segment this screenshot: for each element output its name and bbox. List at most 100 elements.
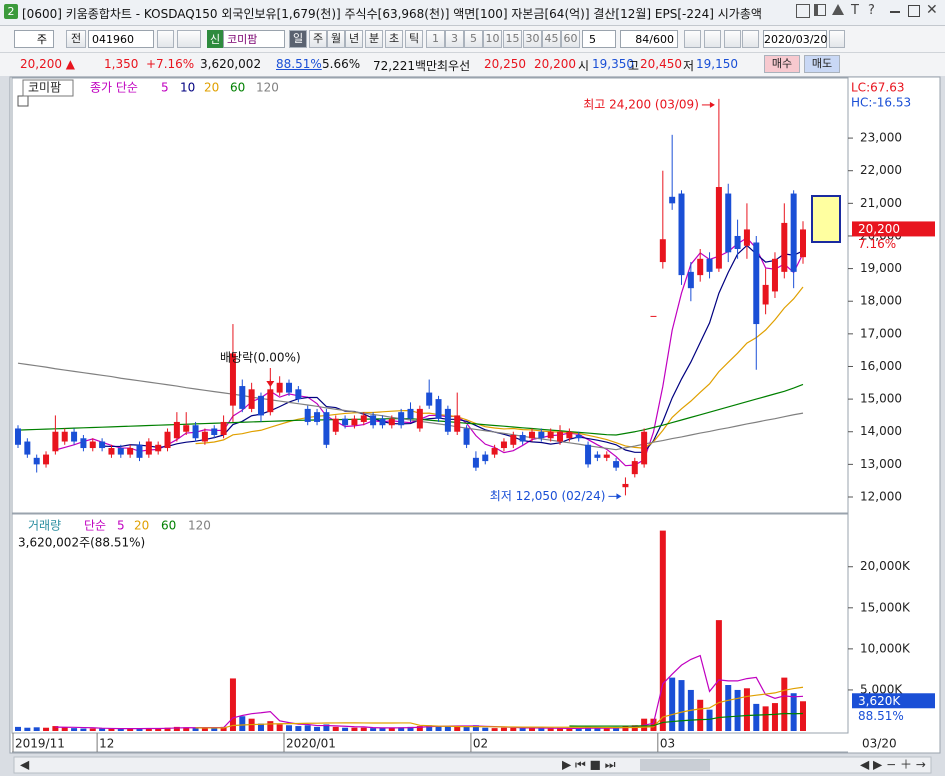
tool-button[interactable] — [742, 30, 759, 48]
ma-line — [195, 286, 804, 449]
code-input[interactable]: 041960 — [88, 30, 154, 48]
stock-name: 코미팜 — [28, 81, 61, 95]
volume-bar — [71, 728, 78, 731]
candle-body — [248, 389, 255, 409]
volume-title: 거래량 — [28, 519, 61, 533]
candle-body — [89, 441, 96, 449]
quote-best-ask: 20,250 — [484, 57, 526, 71]
volume-bar — [706, 709, 713, 731]
interval-button[interactable]: 5 — [464, 30, 483, 48]
volume-bar — [360, 727, 367, 731]
sell-button[interactable]: 매도 — [804, 55, 840, 73]
timeframe-button[interactable]: 일 — [289, 30, 307, 48]
interval-input[interactable]: 5 — [582, 30, 616, 48]
volume-bar — [286, 725, 293, 731]
icon[interactable] — [796, 4, 810, 18]
volume-bar — [33, 727, 40, 731]
volume-bar — [239, 716, 246, 731]
interval-button[interactable]: 45 — [542, 30, 561, 48]
timeframe-button[interactable]: 틱 — [405, 30, 423, 48]
interval-button[interactable]: 10 — [483, 30, 502, 48]
interval-button[interactable]: 30 — [523, 30, 542, 48]
scroll-left[interactable]: ◀ — [20, 758, 30, 772]
interval-button[interactable]: 15 — [503, 30, 522, 48]
calendar-button[interactable] — [829, 30, 845, 48]
scroll-button[interactable]: ▶ ⏮ ■ ⏭ — [562, 758, 616, 772]
last-volume-label: 3,620K — [858, 694, 901, 708]
prev-button[interactable]: 전 — [66, 30, 86, 48]
candle-body — [145, 441, 152, 455]
volume-ma-line — [195, 686, 804, 729]
search-button[interactable] — [157, 30, 174, 48]
timeframe-button[interactable]: 년 — [345, 30, 363, 48]
scroll-thumb[interactable] — [640, 759, 710, 771]
volume-bar — [781, 677, 788, 731]
volume-bar — [426, 725, 433, 731]
legend-box[interactable] — [22, 79, 74, 97]
volume-bar — [99, 728, 106, 731]
buy-button[interactable]: 매수 — [764, 55, 800, 73]
timeframe-button[interactable]: 월 — [327, 30, 345, 48]
candle-body — [201, 431, 208, 442]
volume-bar — [650, 718, 657, 731]
volume-bar — [762, 706, 769, 731]
candle-body — [342, 418, 349, 426]
tool-button[interactable] — [684, 30, 701, 48]
candle-body — [697, 258, 704, 276]
icon-text[interactable]: ? — [868, 3, 875, 18]
scrollbar[interactable] — [13, 756, 932, 774]
volume-bar — [89, 728, 96, 731]
maximize-button[interactable] — [908, 5, 920, 17]
volume-bar — [155, 728, 162, 731]
new-badge: 신 — [207, 30, 223, 48]
interval-button[interactable]: 1 — [426, 30, 445, 48]
volume-bar — [257, 723, 264, 731]
x-tick-label: 03 — [660, 737, 675, 751]
volume-ma-legend: 5 — [117, 519, 125, 533]
volume-ma-label: 단순 — [84, 519, 106, 533]
candle-body — [528, 431, 535, 439]
period-select[interactable]: 주 — [14, 30, 54, 48]
minimize-button[interactable] — [890, 11, 900, 13]
candle-body — [594, 454, 601, 458]
candle-body — [61, 431, 68, 442]
volume-bar — [164, 727, 171, 731]
volume-ma-line — [569, 712, 804, 727]
interval-button[interactable]: 3 — [445, 30, 464, 48]
icon-text[interactable]: T — [851, 3, 859, 18]
grid-icon[interactable] — [17, 95, 29, 107]
sound-button[interactable] — [177, 30, 201, 48]
volume-bar — [575, 728, 582, 731]
date-input[interactable]: 2020/03/20 — [763, 30, 827, 48]
volume-summary: 3,620,002주(88.51%) — [18, 536, 145, 550]
candle-body — [444, 408, 451, 432]
timeframe-button[interactable]: 주 — [309, 30, 327, 48]
icon[interactable] — [814, 4, 826, 16]
ma-legend: 120 — [256, 81, 279, 95]
zoom-buttons[interactable]: ◀ ▶ − ＋ → — [860, 758, 926, 772]
count-input[interactable]: 84/600 — [620, 30, 678, 48]
interval-button[interactable]: 60 — [561, 30, 580, 48]
close-button[interactable]: ✕ — [926, 2, 938, 18]
candle-body — [669, 196, 676, 204]
quote-open-label: 시 — [578, 59, 590, 73]
timeframe-button[interactable]: 분 — [365, 30, 383, 48]
volume-bar — [295, 726, 302, 731]
candle-body — [631, 461, 638, 475]
volume-bar — [669, 677, 676, 731]
tool-button[interactable] — [704, 30, 721, 48]
tool-button[interactable] — [724, 30, 741, 48]
y-tick-label: 18,000 — [860, 294, 902, 308]
volume-bar — [603, 728, 610, 731]
quote-change-rate: +7.16% — [146, 57, 195, 71]
candle-body — [622, 483, 629, 488]
candle-body — [80, 438, 87, 449]
high-annotation: 최고 24,200 (03/09) — [583, 97, 699, 111]
candle-body — [454, 415, 461, 432]
icon[interactable] — [832, 4, 844, 15]
candle-body — [286, 382, 293, 393]
volume-bar — [519, 728, 526, 731]
timeframe-button[interactable]: 초 — [385, 30, 403, 48]
name-input[interactable]: 코미팜 — [223, 30, 285, 48]
lc-label: LC:67.63 — [851, 81, 904, 95]
